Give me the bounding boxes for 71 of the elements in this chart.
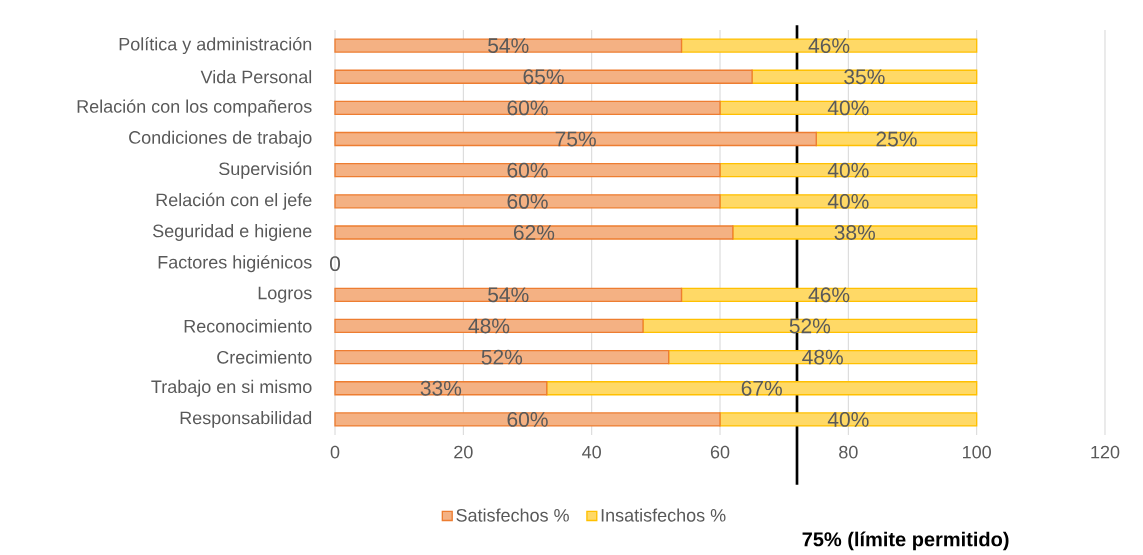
data-label: 25% [876,131,917,147]
legend-label: Insatisfechos % [601,508,726,522]
data-label: 60% [507,412,548,427]
bar [680,38,978,53]
bar [334,381,548,396]
data-label: 40% [827,194,869,209]
bar [334,69,753,84]
y-tick-label: Condiciones de trabajo [129,130,312,148]
y-tick-label: Supervisión [219,161,312,179]
y-tick-label: Política y administración [119,37,312,55]
y-tick-label: Trabajo en si mismo [151,379,312,397]
x-tick-label: 0 [330,445,340,459]
data-label: 40% [827,100,869,116]
data-label: 60% [507,162,548,178]
bar [334,38,683,53]
legend-label: Satisfechos % [456,508,569,522]
data-label: 35% [844,69,885,85]
data-label: 52% [789,318,831,334]
x-tick-label: 80 [839,445,858,459]
y-tick-label: Logros [258,286,312,303]
data-label: 0 [329,256,341,272]
data-label: 60% [507,100,548,116]
data-label: 62% [513,225,555,241]
y-tick-label: Crecimiento [217,350,312,364]
bar [719,163,978,178]
bar [719,194,978,209]
bar [334,225,734,240]
data-label: 38% [834,225,876,241]
y-tick-label: Relación con el jefe [156,192,312,210]
data-label: 65% [523,69,564,85]
y-tick-label: Seguridad e higiene [152,224,312,241]
bar [334,287,683,303]
data-label: 48% [468,318,510,334]
data-label: 54% [488,38,529,54]
bar [334,163,721,178]
ref-line-label: 75% (límite permitido) [802,531,1009,551]
data-label: 46% [808,287,850,303]
data-label: 60% [507,194,548,209]
data-label: 52% [481,349,523,365]
bar [334,131,817,147]
y-tick-label: Relación con los compañeros [77,99,312,117]
bar [680,287,978,303]
bar [642,318,978,334]
bar [546,381,978,396]
data-label: 48% [802,349,843,365]
x-tick-label: 40 [582,445,601,459]
bar [719,412,978,427]
y-tick-label: Factores higiénicos [158,255,312,273]
bar [334,194,721,209]
x-tick-label: 100 [963,445,991,459]
data-label: 40% [827,162,869,178]
x-tick-label: 20 [454,445,473,459]
bar [732,225,978,240]
data-label: 33% [420,380,462,396]
bar [334,350,670,365]
y-tick-label: Responsabilidad [180,411,312,428]
bar [719,100,978,116]
y-tick-label: Reconocimiento [184,319,312,333]
x-tick-label: 120 [1091,445,1120,459]
data-label: 54% [488,287,529,303]
x-tick-label: 60 [710,445,730,459]
data-label: 40% [827,412,869,427]
bar [751,69,978,84]
y-tick-label: Vida Personal [200,70,312,84]
bar [668,350,978,365]
bar [334,318,644,334]
data-label: 75% [555,131,596,147]
data-label: 67% [741,380,782,396]
data-label: 46% [808,38,850,54]
bar [334,412,721,427]
bar [334,100,721,116]
